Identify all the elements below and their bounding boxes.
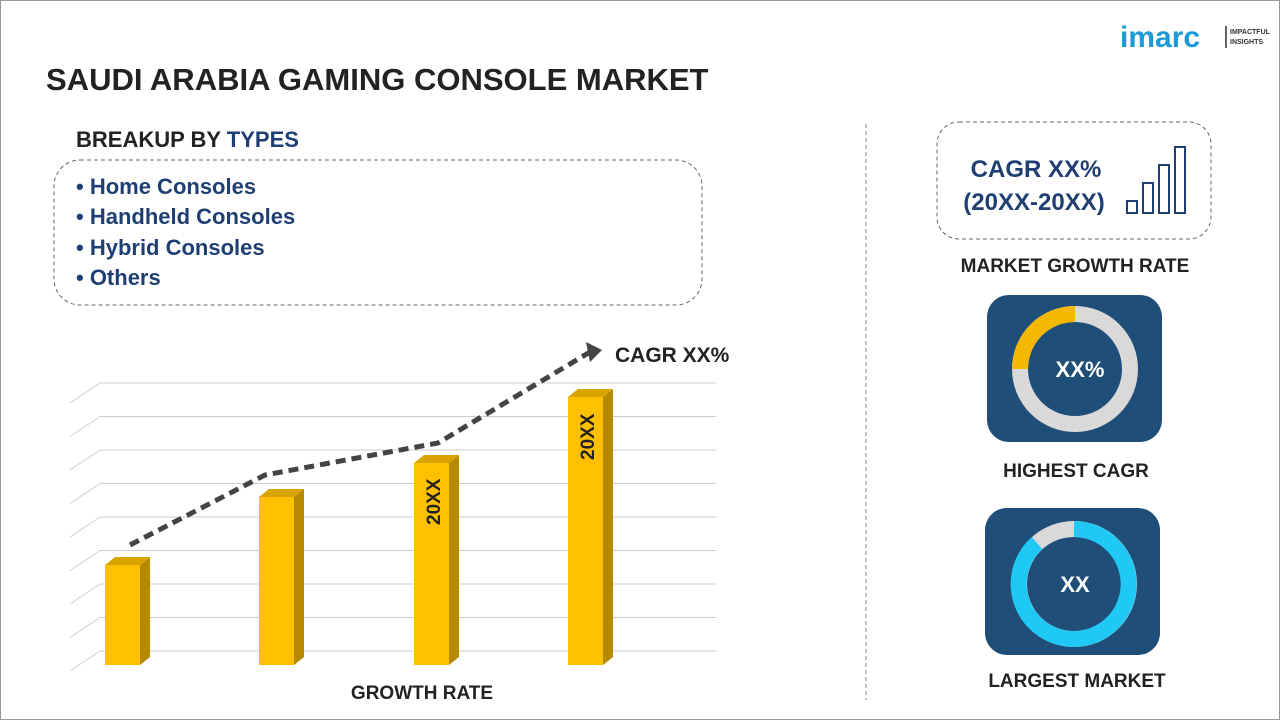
title: SAUDI ARABIA GAMING CONSOLE MARKET — [46, 62, 709, 97]
largest-caption: LARGEST MARKET — [988, 671, 1166, 692]
floor-edge — [69, 650, 101, 672]
breakup-item: • Others — [76, 265, 161, 290]
chart-cagr: CAGR XX% — [615, 344, 730, 367]
floor-edge — [69, 617, 101, 638]
bar-label: 20XX — [424, 478, 445, 525]
bar-side — [294, 489, 304, 665]
logo-tagline: INSIGHTS — [1230, 39, 1263, 46]
bar-side — [449, 455, 459, 665]
logo-tagline: IMPACTFUL — [1230, 29, 1271, 36]
bar — [414, 463, 449, 665]
heading-text: BREAKUP BY — [76, 127, 221, 152]
bar-top — [414, 455, 459, 463]
trend-line — [128, 349, 592, 548]
floor-edge — [69, 550, 101, 571]
cagr-period: (20XX-20XX) — [963, 189, 1104, 216]
floor-edge — [69, 382, 101, 404]
chart-caption: GROWTH RATE — [351, 683, 493, 704]
breakup-box — [53, 159, 703, 306]
logo-brand: imarc — [1120, 21, 1200, 54]
floor-edge — [69, 449, 101, 471]
breakup-item: • Handheld Consoles — [76, 204, 295, 229]
breakup-heading: BREAKUP BY TYPES — [76, 127, 299, 152]
bar-side — [140, 557, 150, 665]
cagr-caption: MARKET GROWTH RATE — [961, 256, 1190, 277]
donut-segment — [1010, 521, 1137, 647]
heading-accent: TYPES — [227, 127, 299, 152]
bar-side — [603, 389, 613, 665]
floor-edge — [69, 583, 101, 605]
cagr-box — [936, 121, 1212, 240]
bar-top — [105, 557, 150, 565]
bar-label: 20XX — [578, 413, 599, 460]
breakup-item: • Hybrid Consoles — [76, 235, 265, 260]
floor-edge — [69, 416, 101, 437]
bar-top — [568, 389, 613, 397]
bar-top — [259, 489, 304, 497]
floor-edge — [69, 516, 101, 538]
largest-value: XX — [1060, 572, 1090, 597]
floor-edge — [69, 483, 101, 504]
cagr-value: CAGR XX% — [971, 156, 1102, 183]
bar — [568, 397, 603, 665]
trend-arrow — [586, 342, 602, 362]
highest-caption: HIGHEST CAGR — [1003, 461, 1149, 482]
donut-segment — [1012, 306, 1076, 370]
bar — [105, 565, 140, 665]
growth-icon — [1126, 146, 1186, 214]
highest-value: XX% — [1056, 357, 1105, 382]
breakup-item: • Home Consoles — [76, 174, 256, 199]
bar — [259, 497, 294, 665]
